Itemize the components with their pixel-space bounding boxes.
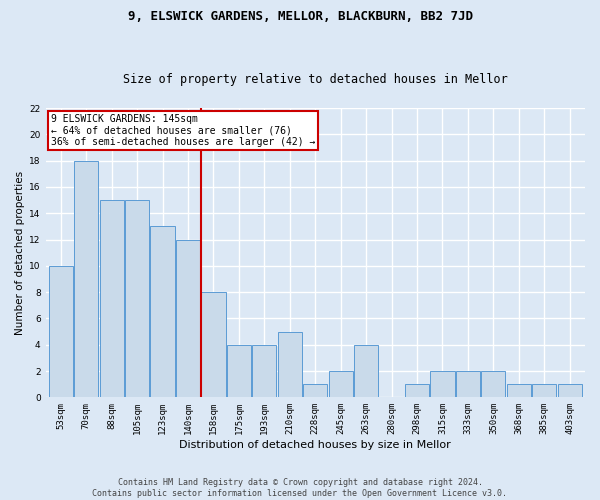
Bar [354, 344, 378, 398]
Bar [430, 371, 455, 398]
Bar [532, 384, 556, 398]
Bar [405, 384, 429, 398]
Bar [481, 371, 505, 398]
X-axis label: Distribution of detached houses by size in Mellor: Distribution of detached houses by size … [179, 440, 451, 450]
Text: 9, ELSWICK GARDENS, MELLOR, BLACKBURN, BB2 7JD: 9, ELSWICK GARDENS, MELLOR, BLACKBURN, B… [128, 10, 473, 23]
Y-axis label: Number of detached properties: Number of detached properties [15, 170, 25, 334]
Bar [557, 384, 582, 398]
Bar [303, 384, 328, 398]
Bar [278, 332, 302, 398]
Bar [227, 344, 251, 398]
Bar [151, 226, 175, 398]
Bar [252, 344, 277, 398]
Bar [100, 200, 124, 398]
Bar [74, 160, 98, 398]
Bar [507, 384, 531, 398]
Bar [456, 371, 480, 398]
Title: Size of property relative to detached houses in Mellor: Size of property relative to detached ho… [123, 73, 508, 86]
Text: Contains HM Land Registry data © Crown copyright and database right 2024.
Contai: Contains HM Land Registry data © Crown c… [92, 478, 508, 498]
Text: 9 ELSWICK GARDENS: 145sqm
← 64% of detached houses are smaller (76)
36% of semi-: 9 ELSWICK GARDENS: 145sqm ← 64% of detac… [51, 114, 315, 147]
Bar [125, 200, 149, 398]
Bar [176, 240, 200, 398]
Bar [202, 292, 226, 398]
Bar [329, 371, 353, 398]
Bar [49, 266, 73, 398]
